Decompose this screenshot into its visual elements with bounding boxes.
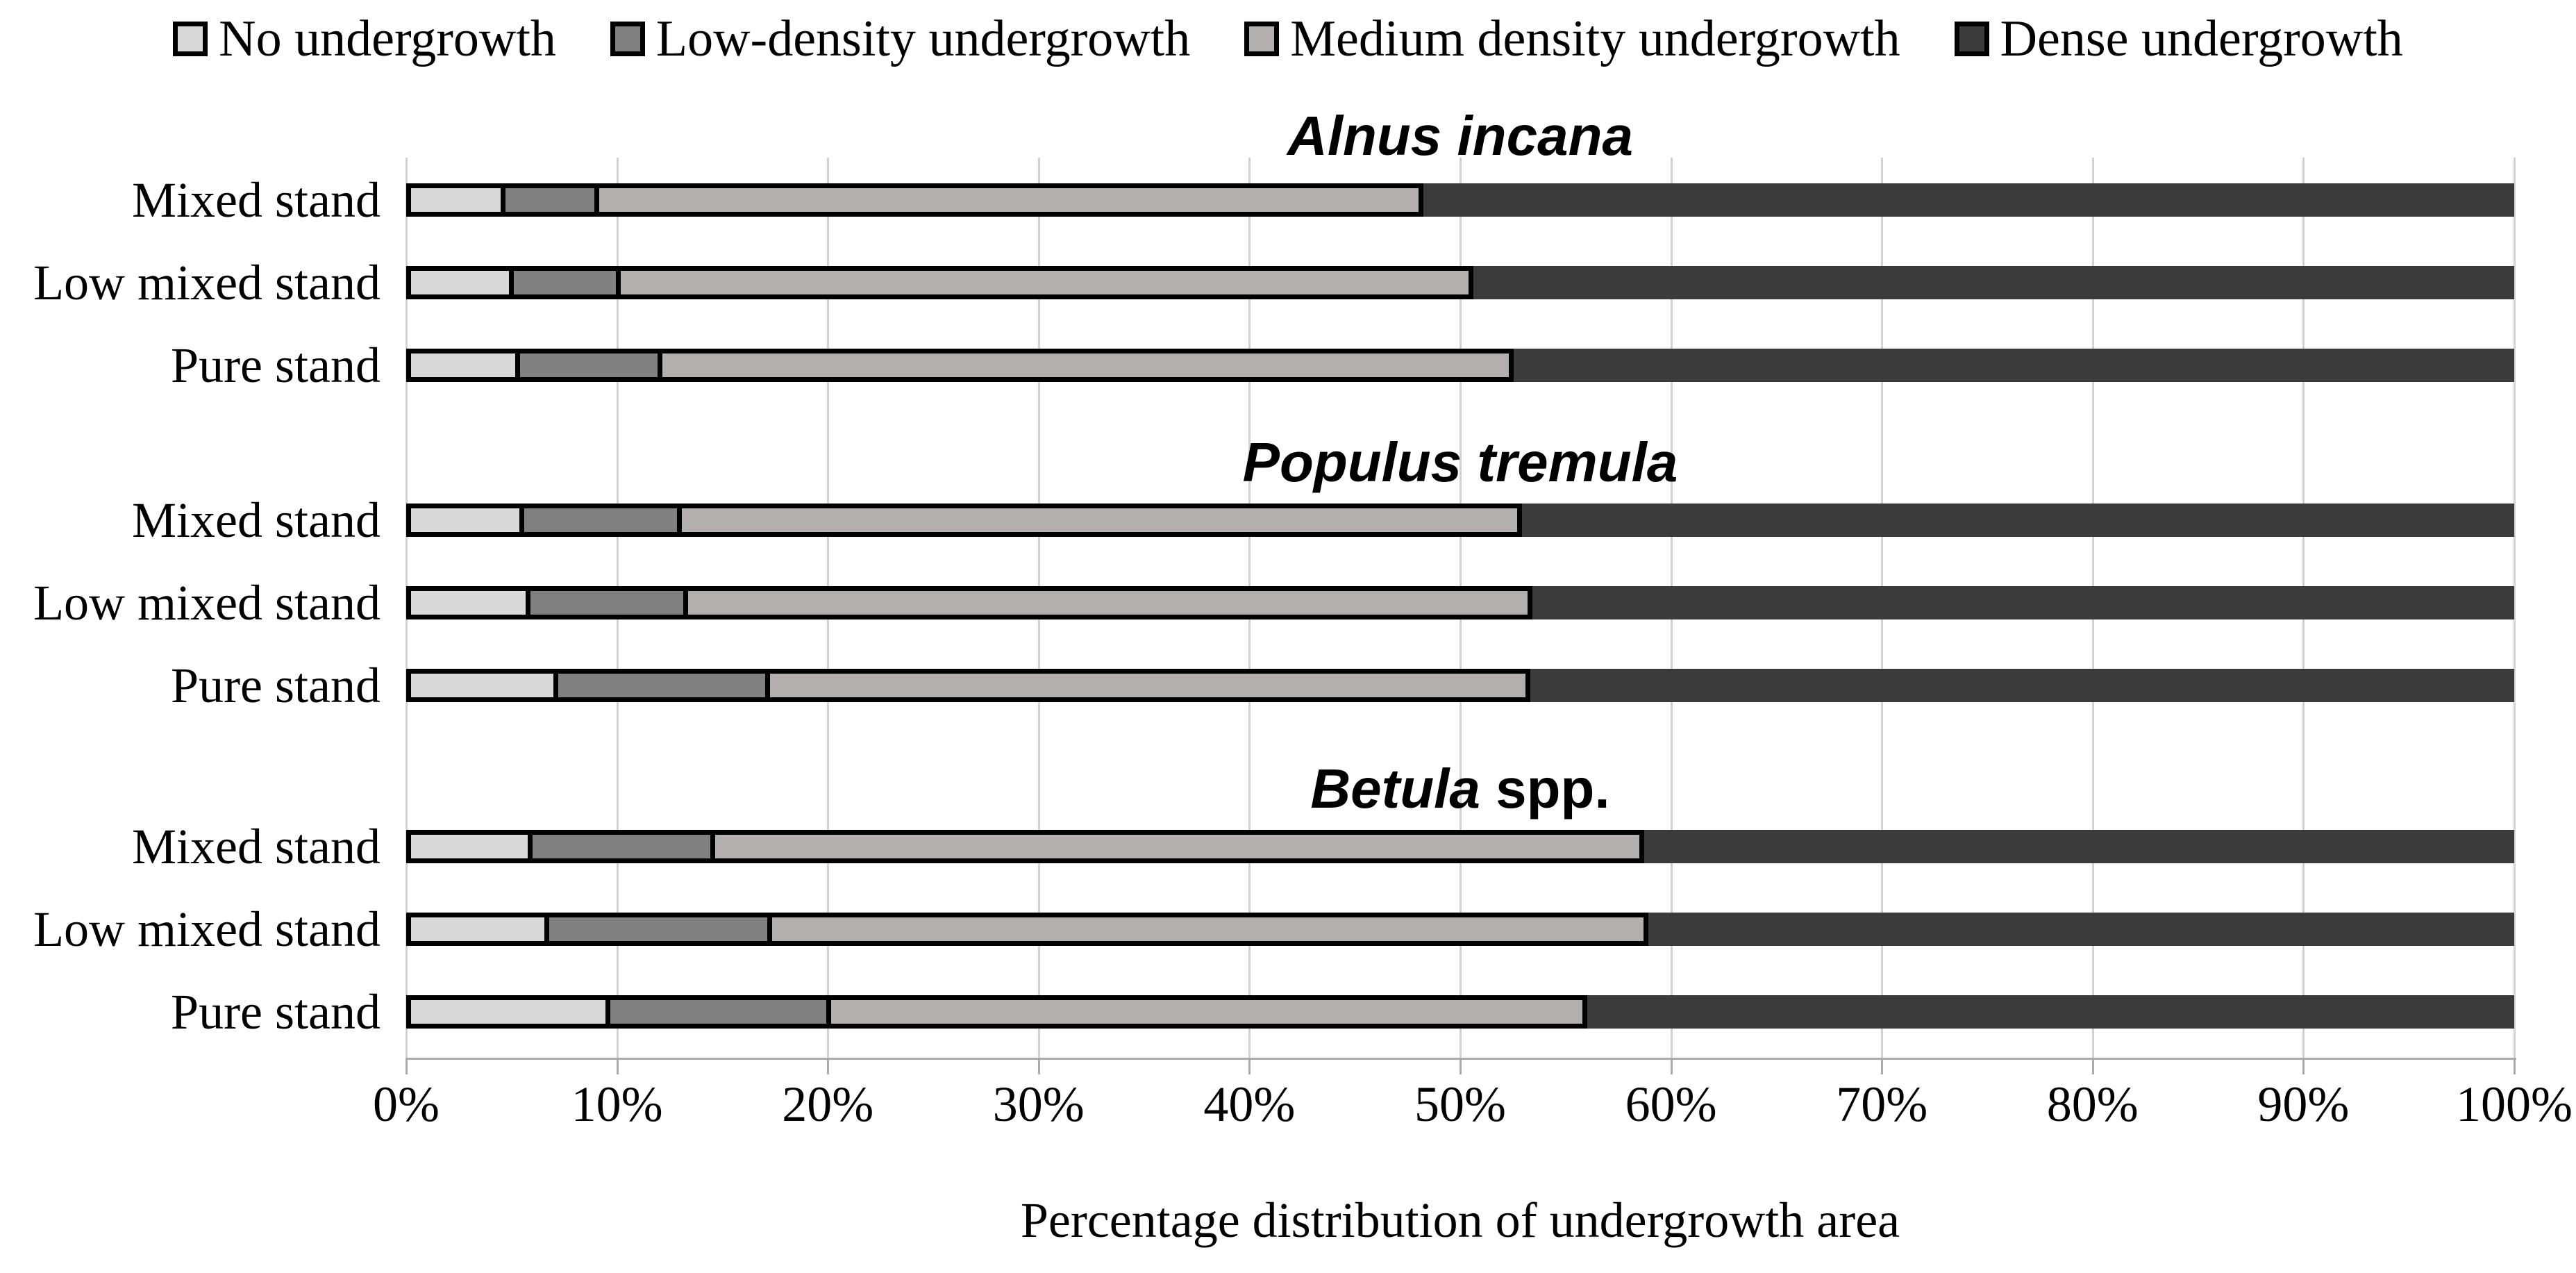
bar-row [406, 183, 2514, 217]
category-label: Low mixed stand [33, 255, 380, 310]
legend-item-label: Low-density undergrowth [655, 10, 1191, 67]
category-label: Mixed stand [132, 172, 380, 228]
bar-segment [406, 669, 558, 702]
bar-segment [826, 995, 1588, 1029]
legend: No undergrowth Low-density undergrowth Med… [0, 4, 2576, 74]
bar-segment [1648, 913, 2514, 946]
bar-row [406, 995, 2514, 1029]
bar-segment [1514, 349, 2514, 382]
x-axis-tick-label: 20% [782, 1076, 874, 1132]
x-axis-tick [1037, 1058, 1040, 1074]
bar-segment [406, 183, 505, 217]
category-label: Mixed stand [132, 819, 380, 874]
category-label: Pure stand [171, 658, 380, 713]
bar-segment [526, 586, 688, 619]
bar-row [406, 504, 2514, 537]
bar-row [406, 830, 2514, 863]
legend-item: Low-density undergrowth [610, 13, 1190, 65]
x-axis-tick-label: 10% [571, 1076, 663, 1132]
x-axis-tick [616, 1058, 619, 1074]
x-axis-tick-label: 90% [2257, 1076, 2350, 1132]
category-label: Low mixed stand [33, 575, 380, 631]
bar-segment [528, 830, 716, 863]
x-axis-tick [1460, 1058, 1462, 1074]
group-title-italic: Populus tremula [1242, 431, 1678, 493]
group-title: Betula spp. [406, 757, 2514, 821]
x-axis-tick [827, 1058, 830, 1074]
legend-swatch-icon [610, 22, 645, 56]
bar-segment [1644, 830, 2514, 863]
group-title: Alnus incana [406, 104, 2514, 168]
gridline [2514, 158, 2516, 1058]
category-label: Pure stand [171, 338, 380, 393]
x-axis-tick [1881, 1058, 1884, 1074]
legend-swatch-icon [1954, 22, 1989, 56]
legend-item: No undergrowth [173, 13, 556, 65]
bar-segment [406, 266, 514, 299]
bar-segment [1423, 183, 2514, 217]
legend-item: Medium density undergrowth [1244, 13, 1900, 65]
x-axis-tick [405, 1058, 408, 1074]
bar-row [406, 266, 2514, 299]
legend-item-label: Medium density undergrowth [1290, 10, 1900, 67]
bar-segment [605, 995, 832, 1029]
x-axis-tick-label: 70% [1836, 1076, 1928, 1132]
bar-segment [710, 830, 1645, 863]
x-axis-tick [1670, 1058, 1673, 1074]
bar-segment [544, 913, 773, 946]
x-axis-title: Percentage distribution of undergrowth a… [1020, 1192, 1900, 1248]
x-axis-tick-label: 30% [992, 1076, 1085, 1132]
category-label: Pure stand [171, 984, 380, 1040]
legend-item-label: Dense undergrowth [2000, 10, 2403, 67]
legend-item-label: No undergrowth [219, 10, 556, 67]
bar-segment [500, 183, 600, 217]
bar-row [406, 349, 2514, 382]
bar-segment [508, 266, 621, 299]
bar-segment [767, 913, 1649, 946]
category-label: Mixed stand [132, 492, 380, 548]
x-axis-tick [1248, 1058, 1251, 1074]
x-axis-tick-label: 40% [1203, 1076, 1296, 1132]
bar-segment [765, 669, 1531, 702]
group-title: Populus tremula [406, 431, 2514, 494]
bar-row [406, 913, 2514, 946]
group-title-italic: Alnus incana [1287, 105, 1633, 167]
bar-segment [1587, 995, 2514, 1029]
group-title-plain: spp. [1480, 758, 1610, 819]
bar-segment [553, 669, 771, 702]
legend-item: Dense undergrowth [1954, 10, 2403, 67]
bar-segment [406, 830, 533, 863]
x-axis-tick [2091, 1058, 2094, 1074]
x-axis-tick-label: 0% [373, 1076, 440, 1132]
category-label: Low mixed stand [33, 901, 380, 957]
bar-segment [683, 586, 1533, 619]
x-axis-tick [2302, 1058, 2305, 1074]
bar-segment [519, 504, 682, 537]
x-axis-tick-label: 60% [1625, 1076, 1717, 1132]
legend-swatch-icon [1244, 22, 1280, 56]
x-axis-tick [2514, 1058, 2516, 1074]
bar-segment [1473, 266, 2514, 299]
bar-segment [406, 995, 611, 1029]
bar-segment [658, 349, 1514, 382]
bar-segment [406, 913, 550, 946]
x-axis-tick-label: 80% [2046, 1076, 2139, 1132]
bar-segment [676, 504, 1523, 537]
bar-segment [594, 183, 1423, 217]
bar-segment [1530, 669, 2514, 702]
x-axis-tick-label: 100% [2456, 1076, 2573, 1132]
x-axis-tick-label: 50% [1414, 1076, 1506, 1132]
bar-row [406, 669, 2514, 702]
bar-segment [406, 504, 525, 537]
group-title-italic: Betula [1310, 758, 1480, 819]
bar-row [406, 586, 2514, 619]
bar-segment [615, 266, 1474, 299]
legend-swatch-icon [173, 22, 208, 56]
bar-segment [406, 349, 520, 382]
bar-segment [515, 349, 663, 382]
bar-segment [1522, 504, 2514, 537]
bar-segment [1532, 586, 2514, 619]
bar-segment [406, 586, 531, 619]
